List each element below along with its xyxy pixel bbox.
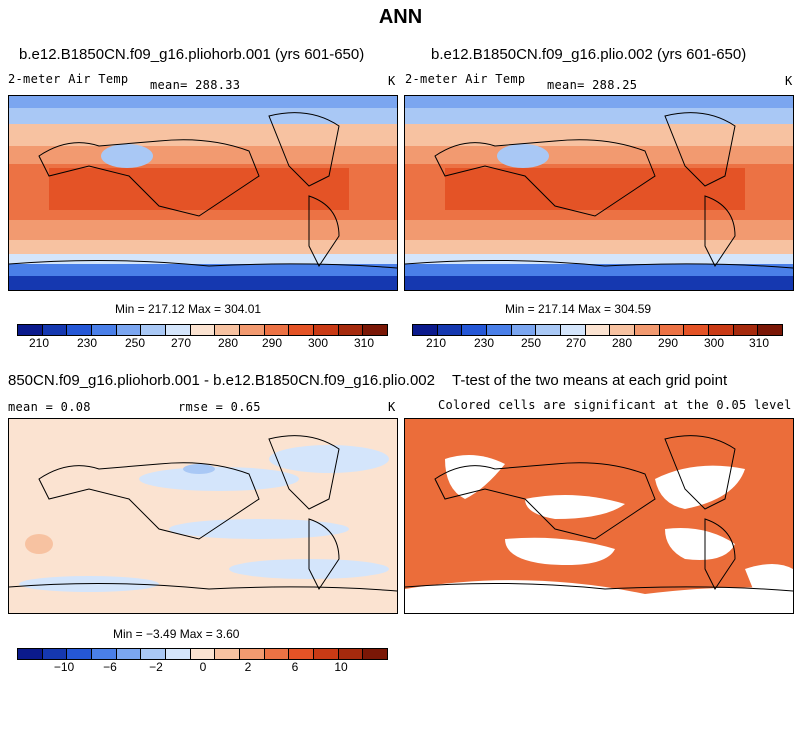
panel2-title: b.e12.B1850CN.f09_g16.plio.002 (yrs 601-… xyxy=(431,46,747,63)
panel2-mean-label: mean= 288.25 xyxy=(547,78,638,92)
panel1-tick-label: 280 xyxy=(217,336,239,350)
panel1-temperature-map xyxy=(8,95,398,291)
panel1-title: b.e12.B1850CN.f09_g16.pliohorb.001 (yrs … xyxy=(19,46,365,63)
panel2-tick-label: 280 xyxy=(611,336,633,350)
panel3-tick-label: −10 xyxy=(53,660,75,674)
panel3-rmse-label: rmse = 0.65 xyxy=(178,400,261,414)
panel3-title: 850CN.f09_g16.pliohorb.001 - b.e12.B1850… xyxy=(8,372,435,389)
panel1-colorbar xyxy=(17,324,388,336)
panel4-subtitle: Colored cells are significant at the 0.0… xyxy=(438,398,792,412)
panel4-title: T-test of the two means at each grid poi… xyxy=(452,372,728,389)
panel1-tick-label: 250 xyxy=(124,336,146,350)
panel3-map-svg xyxy=(9,419,397,613)
panel2-minmax-label: Min = 217.14 Max = 304.59 xyxy=(505,302,652,316)
panel2-units-label: K xyxy=(785,74,793,88)
panel3-tick-label: −2 xyxy=(149,660,163,674)
panel1-tick-label: 230 xyxy=(76,336,98,350)
panel3-tick-label: 2 xyxy=(244,660,252,674)
panel1-map-svg xyxy=(9,96,397,290)
panel2-tick-label: 230 xyxy=(473,336,495,350)
panel1-tick-label: 290 xyxy=(261,336,283,350)
panel3-difference-map xyxy=(8,418,398,614)
panel1-units-label: K xyxy=(388,74,396,88)
panel2-tick-label: 290 xyxy=(657,336,679,350)
panel1-minmax-label: Min = 217.12 Max = 304.01 xyxy=(115,302,262,316)
panel2-tick-label: 300 xyxy=(703,336,725,350)
panel2-variable-label: 2-meter Air Temp xyxy=(405,72,526,86)
panel3-tick-label: 10 xyxy=(334,660,348,674)
panel3-minmax-label: Min = −3.49 Max = 3.60 xyxy=(113,627,240,641)
panel3-tick-label: 6 xyxy=(291,660,299,674)
panel2-tick-label: 310 xyxy=(748,336,770,350)
panel1-tick-label: 210 xyxy=(28,336,50,350)
panel2-colorbar xyxy=(412,324,783,336)
panel3-tick-label: −6 xyxy=(103,660,117,674)
panel4-map-svg xyxy=(405,419,793,613)
panel1-mean-label: mean= 288.33 xyxy=(150,78,241,92)
panel1-tick-label: 310 xyxy=(353,336,375,350)
panel3-units-label: K xyxy=(388,400,396,414)
figure-title: ANN xyxy=(378,6,423,28)
panel2-tick-label: 250 xyxy=(520,336,542,350)
panel4-significance-map xyxy=(404,418,794,614)
panel1-tick-label: 300 xyxy=(307,336,329,350)
panel1-variable-label: 2-meter Air Temp xyxy=(8,72,129,86)
panel3-mean-label: mean = 0.08 xyxy=(8,400,91,414)
panel2-map-svg xyxy=(405,96,793,290)
panel2-tick-label: 270 xyxy=(565,336,587,350)
panel1-tick-label: 270 xyxy=(170,336,192,350)
panel2-tick-label: 210 xyxy=(425,336,447,350)
panel3-tick-label: 0 xyxy=(199,660,207,674)
panel3-colorbar xyxy=(17,648,388,660)
panel2-temperature-map xyxy=(404,95,794,291)
